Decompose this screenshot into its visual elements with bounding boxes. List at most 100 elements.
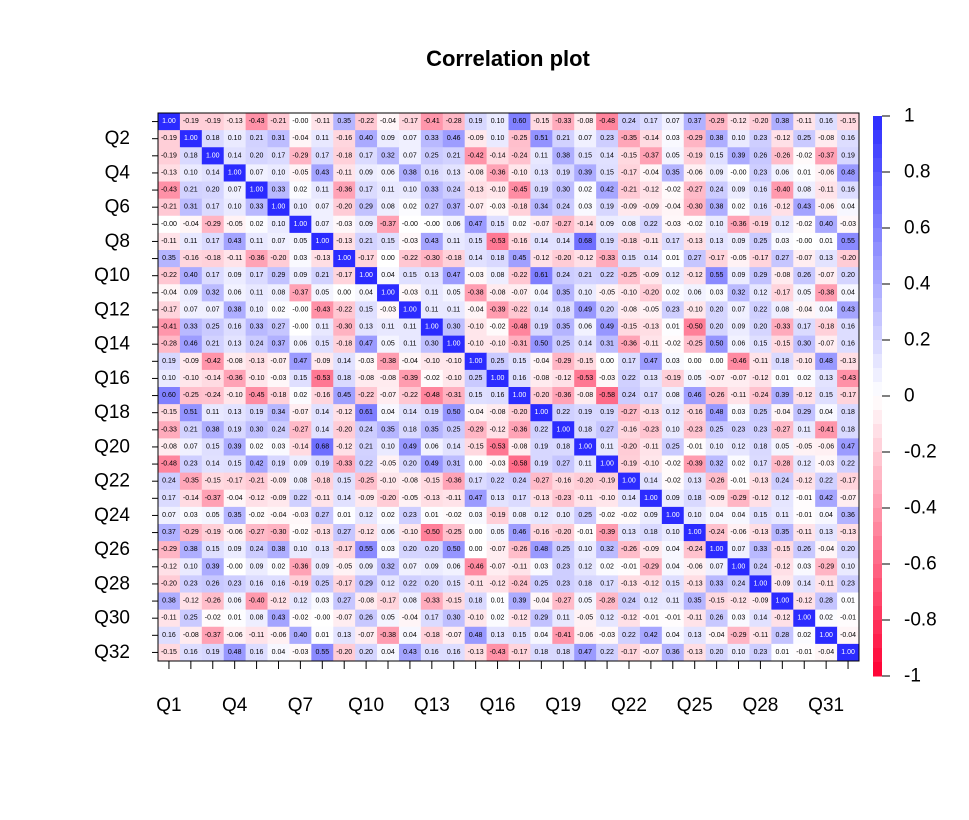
heatmap-cell	[705, 113, 728, 131]
cell-value-label: 0.12	[600, 615, 614, 622]
cell-value-label: 0.05	[776, 443, 790, 450]
heatmap-cell	[377, 181, 400, 200]
heatmap-cell	[596, 524, 619, 542]
heatmap-cell	[815, 181, 838, 200]
cell-value-label: 0.38	[710, 135, 724, 142]
cell-value-label: -0.17	[227, 478, 243, 485]
cell-value-label: -0.13	[227, 118, 243, 125]
cell-value-label: -0.09	[621, 204, 637, 211]
heatmap-cell	[486, 506, 509, 525]
heatmap-cell	[596, 267, 619, 285]
heatmap-cell	[267, 421, 290, 439]
heatmap-cell	[245, 318, 268, 337]
row-label: Q24	[94, 505, 130, 526]
cell-value-label: 0.08	[622, 221, 636, 228]
cell-value-label: 0.16	[272, 580, 286, 587]
cell-value-label: 1.00	[469, 358, 483, 365]
heatmap-cell	[596, 404, 619, 422]
heatmap-cell	[267, 335, 290, 354]
cell-value-label: 0.40	[819, 221, 833, 228]
cell-value-label: -0.05	[292, 169, 308, 176]
cell-value-label: 0.16	[425, 649, 439, 656]
cell-value-label: 0.35	[666, 169, 680, 176]
col-label: Q22	[611, 695, 647, 716]
cell-value-label: -0.09	[643, 204, 659, 211]
cell-value-label: -0.17	[752, 255, 768, 262]
cell-value-label: -0.37	[818, 152, 834, 159]
heatmap-cell	[552, 232, 575, 251]
cell-value-label: -0.07	[533, 221, 549, 228]
cell-value-label: 0.11	[381, 187, 394, 194]
cell-value-label: 0.14	[315, 426, 329, 433]
heatmap-cell	[486, 267, 509, 285]
cell-value-label: 0.18	[556, 443, 570, 450]
cell-value-label: -0.06	[577, 632, 593, 639]
cell-value-label: -0.27	[621, 409, 637, 416]
cell-value-label: 0.46	[184, 341, 198, 348]
cell-value-label: 0.21	[184, 426, 198, 433]
heatmap-cell	[705, 438, 728, 456]
heatmap-cell	[705, 541, 728, 559]
heatmap-cell	[552, 472, 575, 491]
heatmap-cell	[377, 301, 400, 319]
heatmap-cell	[377, 369, 400, 388]
heatmap-cell	[289, 352, 312, 371]
cell-value-label: 0.08	[294, 478, 308, 485]
cell-value-label: 0.00	[381, 255, 395, 262]
heatmap-cell	[793, 421, 816, 439]
heatmap-cell	[398, 404, 422, 422]
cell-value-label: 0.04	[710, 512, 724, 519]
cell-value-label: 0.40	[294, 632, 308, 639]
cell-value-label: -0.29	[731, 632, 747, 639]
heatmap-cell	[727, 181, 750, 200]
cell-value-label: 0.23	[556, 563, 570, 570]
heatmap-cell	[223, 147, 247, 165]
cell-value-label: 0.09	[732, 324, 746, 331]
heatmap-cell	[486, 541, 509, 559]
heatmap-cell	[661, 335, 685, 354]
colorbar-segment	[873, 186, 882, 201]
cell-value-label: -0.21	[161, 204, 177, 211]
heatmap-cell	[771, 472, 794, 491]
cell-value-label: 0.47	[578, 649, 592, 656]
cell-value-label: -0.17	[774, 289, 790, 296]
heatmap-cell	[749, 387, 772, 405]
cell-value-label: -0.12	[490, 580, 506, 587]
cell-value-label: 0.01	[841, 598, 855, 605]
heatmap-cell	[179, 489, 203, 508]
heatmap-cell	[158, 506, 181, 525]
cell-value-label: 0.30	[425, 341, 439, 348]
cell-value-label: -0.09	[643, 272, 659, 279]
cell-value-label: 0.42	[644, 632, 658, 639]
heatmap-cell	[661, 524, 685, 542]
cell-value-label: -0.15	[840, 118, 856, 125]
heatmap-cell	[749, 335, 772, 354]
heatmap-cell	[639, 164, 663, 182]
cell-value-label: -0.12	[796, 392, 812, 399]
cell-value-label: -0.12	[643, 580, 659, 587]
heatmap-cell	[837, 198, 860, 217]
cell-value-label: 0.55	[315, 649, 329, 656]
heatmap-cell	[158, 472, 181, 491]
cell-value-label: 0.10	[841, 563, 855, 570]
heatmap-cell	[639, 181, 663, 200]
heatmap-cell	[223, 164, 247, 182]
cell-value-label: -0.08	[358, 375, 374, 382]
cell-value-label: -0.12	[249, 495, 265, 502]
heatmap-cell	[683, 404, 707, 422]
colorbar-segment	[873, 606, 882, 621]
cell-value-label: -0.15	[621, 152, 637, 159]
cell-value-label: 0.37	[688, 118, 702, 125]
cell-value-label: -0.20	[555, 255, 571, 262]
heatmap-cell	[661, 352, 685, 371]
heatmap-cell	[815, 489, 838, 508]
heatmap-cell	[355, 524, 378, 542]
heatmap-cell	[639, 404, 663, 422]
cell-value-label: 0.14	[754, 615, 768, 622]
heatmap-cell	[639, 130, 663, 148]
heatmap-cell	[793, 250, 816, 268]
cell-value-label: -0.10	[796, 358, 812, 365]
heatmap-cell	[683, 267, 707, 285]
heatmap-cell	[201, 438, 225, 456]
cell-value-label: 0.43	[272, 615, 286, 622]
